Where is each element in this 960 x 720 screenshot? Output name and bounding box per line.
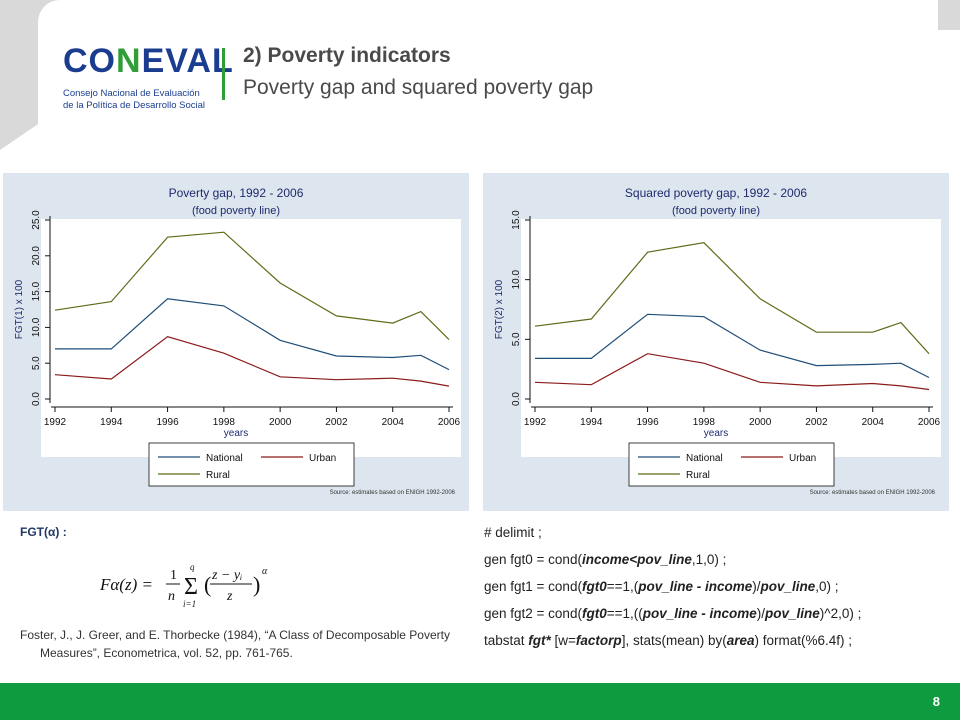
x-tick-label: 2006	[918, 417, 941, 428]
x-tick-label: 1998	[693, 417, 716, 428]
series-line-urban	[534, 353, 930, 391]
x-tick-label: 1994	[580, 417, 603, 428]
code-line-5: tabstat fgt* [w=factorp], stats(mean) by…	[484, 633, 853, 648]
x-tick-label: 2002	[325, 417, 348, 428]
legend-label-rural: Rural	[686, 470, 710, 481]
logo-subtitle-line1: Consejo Nacional de Evaluación	[63, 88, 200, 99]
series-line-rural	[54, 231, 450, 341]
y-tick-label: 5.0	[31, 356, 42, 370]
y-tick-label: 15.0	[511, 210, 522, 230]
coneval-logo: CONEVAL Consejo Nacional de Evaluación d…	[55, 40, 233, 111]
series-line-urban	[54, 336, 450, 387]
legend-label-national: National	[686, 453, 723, 464]
y-tick-label: 10.0	[31, 317, 42, 337]
code-line-1: # delimit ;	[484, 525, 542, 540]
slide-title: 2) Poverty indicators	[243, 44, 451, 67]
plot-region	[41, 219, 461, 457]
formula-frac1-num: 1	[170, 568, 177, 583]
chart-subtitle: (food poverty line)	[672, 205, 760, 217]
title-divider	[222, 48, 225, 100]
header-card	[38, 0, 938, 140]
x-axis-label: years	[224, 428, 248, 439]
page-number: 8	[932, 694, 940, 709]
legend-label-national: National	[206, 453, 243, 464]
y-tick-label: 25.0	[31, 210, 42, 230]
y-tick-label: 15.0	[31, 281, 42, 301]
stata-code-block: # delimit ; gen fgt0 = cond(income<pov_l…	[484, 519, 960, 654]
formula-paren-open: (	[204, 572, 211, 597]
y-tick-label: 0.0	[31, 392, 42, 406]
formula-sum-sign: Σ	[184, 574, 198, 600]
y-axis-label: FGT(1) x 100	[14, 279, 25, 339]
formula-sum-bottom: i=1	[183, 599, 196, 609]
x-tick-label: 1996	[156, 417, 179, 428]
y-tick-label: 5.0	[511, 332, 522, 346]
legend-box	[628, 442, 835, 487]
plot-region	[521, 219, 941, 457]
formula-frac1-den: n	[168, 589, 175, 604]
legend-label-urban: Urban	[789, 453, 816, 464]
x-tick-label: 1998	[213, 417, 236, 428]
slide-subtitle: Poverty gap and squared poverty gap	[243, 76, 594, 99]
code-line-3: gen fgt1 = cond(fgt0==1,(pov_line - inco…	[484, 579, 839, 594]
formula-frac2-den: z	[226, 589, 233, 604]
fgt-formula-svg: Fα(z) = 1 n q Σ i=1 ( z − yᵢ z ) α	[99, 562, 268, 609]
reference-citation: Foster, J., J. Greer, and E. Thorbecke (…	[20, 628, 450, 660]
x-tick-label: 1992	[44, 417, 67, 428]
chart-squared-poverty-gap-svg: Squared poverty gap, 1992 - 2006 (food po…	[494, 186, 941, 496]
fgt-label: FGT(α) :	[20, 525, 67, 539]
x-tick-label: 2004	[862, 417, 885, 428]
x-axis-label: years	[704, 428, 728, 439]
y-tick-label: 20.0	[31, 246, 42, 266]
chart-poverty-gap: Poverty gap, 1992 - 2006 (food poverty li…	[3, 173, 469, 511]
series-line-national	[535, 313, 930, 379]
chart-source-note: Source: estimates based on ENIGH 1992-20…	[810, 490, 936, 496]
formula-frac2-num: z − yᵢ	[211, 568, 242, 583]
logo-wordmark: CONEVAL	[63, 42, 234, 80]
chart-poverty-gap-svg: Poverty gap, 1992 - 2006 (food poverty li…	[14, 186, 461, 496]
series-line-rural	[534, 242, 930, 355]
chart-source-note: Source: estimates based on ENIGH 1992-20…	[330, 490, 456, 496]
x-tick-label: 1992	[524, 417, 547, 428]
y-tick-label: 10.0	[511, 269, 522, 289]
fgt-formula: Fα(z) = 1 n q Σ i=1 ( z − yᵢ z ) α	[99, 560, 280, 610]
x-tick-label: 1996	[636, 417, 659, 428]
formula-paren-close: )	[253, 572, 260, 597]
chart-subtitle: (food poverty line)	[192, 205, 280, 217]
x-tick-label: 2000	[749, 417, 772, 428]
formula-sum-top: q	[190, 562, 195, 572]
y-axis-label: FGT(2) x 100	[494, 279, 505, 339]
formula-lhs: Fα(z) =	[100, 575, 153, 594]
chart-title: Squared poverty gap, 1992 - 2006	[625, 186, 807, 200]
chart-title: Poverty gap, 1992 - 2006	[169, 186, 304, 200]
legend-label-urban: Urban	[309, 453, 336, 464]
x-tick-label: 1994	[100, 417, 123, 428]
legend-label-rural: Rural	[206, 470, 230, 481]
legend-box	[148, 442, 355, 487]
logo-subtitle-line2: de la Política de Desarrollo Social	[63, 100, 206, 111]
x-tick-label: 2004	[382, 417, 405, 428]
x-tick-label: 2000	[269, 417, 292, 428]
x-tick-label: 2002	[805, 417, 828, 428]
x-tick-label: 2006	[438, 417, 461, 428]
code-line-4: gen fgt2 = cond(fgt0==1,((pov_line - inc…	[484, 606, 862, 621]
y-tick-label: 0.0	[511, 392, 522, 406]
series-line-national	[55, 298, 450, 371]
footer-bar: 8	[0, 683, 960, 720]
code-line-2: gen fgt0 = cond(income<pov_line,1,0) ;	[484, 552, 727, 567]
formula-exponent: α	[262, 566, 268, 577]
chart-squared-poverty-gap: Squared poverty gap, 1992 - 2006 (food po…	[483, 173, 949, 511]
